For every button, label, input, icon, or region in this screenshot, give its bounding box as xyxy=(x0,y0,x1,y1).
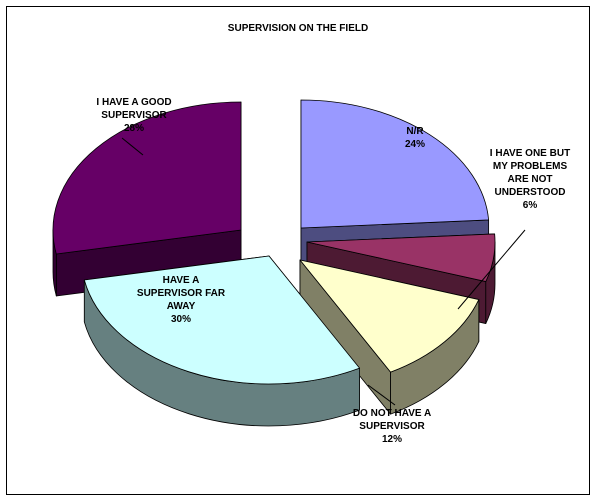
slice-label-line: 6% xyxy=(523,200,538,211)
slice-label-line: I HAVE ONE BUT xyxy=(490,148,570,159)
slice-label-3: DO NOT HAVE A SUPERVISOR 12% xyxy=(353,408,431,445)
slice-label-line: SUPERVISOR FAR xyxy=(137,288,226,299)
slice-label-line: HAVE A xyxy=(163,275,200,286)
leader-line-5 xyxy=(121,137,144,156)
leader-lines xyxy=(121,137,526,406)
pie-slice-1 xyxy=(300,99,490,229)
slice-label-line: N/R xyxy=(406,126,424,137)
pie-slice-3 xyxy=(299,259,480,373)
pie-slice-5 xyxy=(52,101,242,255)
pie-slices xyxy=(52,99,496,427)
slice-label-1: N/R 24% xyxy=(405,126,425,150)
slice-label-line: SUPERVISOR xyxy=(101,110,167,121)
slice-label-line: DO NOT HAVE A xyxy=(353,408,431,419)
leader-line-3 xyxy=(367,384,396,406)
slice-label-line: ARE NOT xyxy=(508,174,553,185)
slice-label-5: I HAVE A GOOD SUPERVISOR 28% xyxy=(96,97,171,134)
slice-labels: N/R 24% I HAVE ONE BUT MY PROBLEMS ARE NOT UN… xyxy=(96,97,570,445)
slice-label-line: MY PROBLEMS xyxy=(493,161,568,172)
leader-line-2 xyxy=(457,229,526,310)
slice-label-line: 30% xyxy=(171,314,191,325)
slice-label-2: I HAVE ONE BUT MY PROBLEMS ARE NOT UNDERSTO… xyxy=(490,148,570,211)
pie-slice-4 xyxy=(83,255,360,385)
pie-slice-2 xyxy=(306,233,496,282)
slice-label-line: AWAY xyxy=(167,301,196,312)
slice-label-line: 12% xyxy=(382,434,402,445)
slice-label-line: 24% xyxy=(405,139,425,150)
slice-label-line: UNDERSTOOD xyxy=(495,187,566,198)
slice-label-line: 28% xyxy=(124,123,144,134)
slice-label-line: SUPERVISOR xyxy=(359,421,425,432)
slice-label-4: HAVE A SUPERVISOR FAR AWAY 30% xyxy=(137,275,226,325)
chart-title: SUPERVISION ON THE FIELD xyxy=(228,23,368,34)
slice-label-line: I HAVE A GOOD xyxy=(96,97,171,108)
